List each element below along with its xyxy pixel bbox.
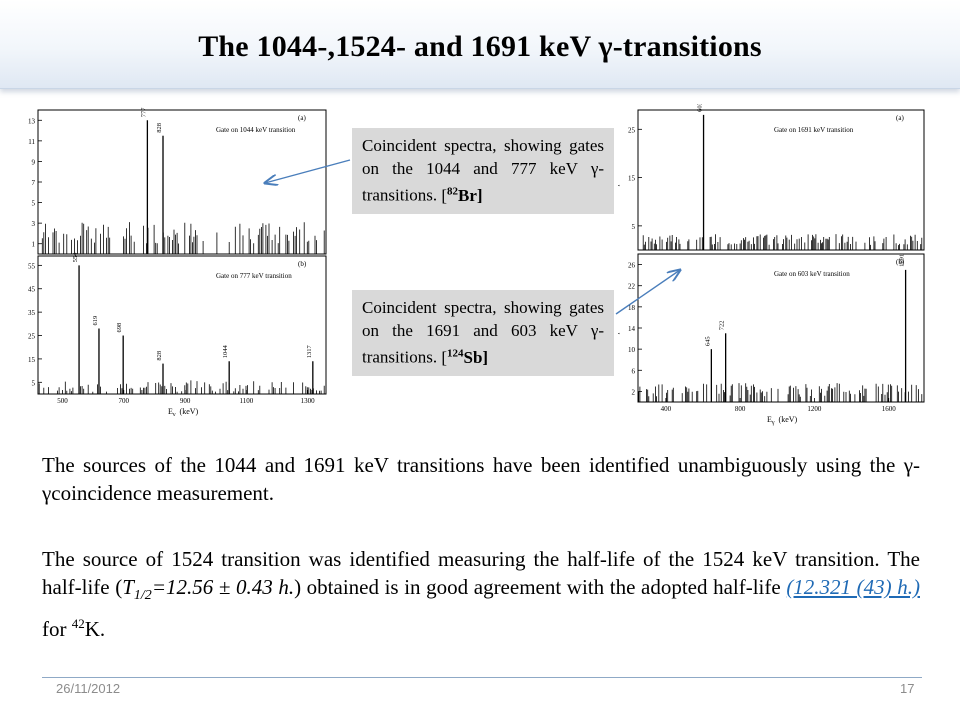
left-spectra-svg: 13 11 9 7 5 3 1 777 828 Gate on 1044 keV transiti… <box>28 107 327 416</box>
x-tick-label: 500 <box>57 397 68 405</box>
panel-letter: (b) <box>896 258 905 266</box>
y-tick-label: 1 <box>32 241 36 249</box>
slide-title: The 1044-,1524- and 1691 keV γ-transitio… <box>198 30 762 63</box>
peak-label-828: 828 <box>156 123 163 133</box>
y-tick-label: 11 <box>28 138 35 146</box>
y-tick-label: 25 <box>628 126 636 134</box>
arrow-to-left-figure <box>265 159 351 183</box>
gate-label: Gate on 603 keV transition <box>774 270 850 278</box>
peak-label-828: 828 <box>156 351 163 361</box>
left-spectra-figure: 13 11 9 7 5 3 1 777 828 Gate on 1044 keV transiti… <box>24 104 344 416</box>
peak-label-698: 698 <box>116 323 123 333</box>
y-tick-label: 2 <box>632 388 636 396</box>
y-tick-label: 5 <box>632 223 636 231</box>
x-tick-label: 1200 <box>807 405 822 413</box>
footer-divider <box>42 677 922 678</box>
gate-label: Gate on 777 keV transition <box>216 272 292 280</box>
right-panel-a: 25 15 5 603 Gate on 1691 keV transition (a) Co… <box>618 104 925 251</box>
y-tick-label: 14 <box>628 325 636 333</box>
peak-label-1044: 1044 <box>222 345 229 359</box>
spectrum-background <box>642 234 923 250</box>
peak-label-1691: 1691 <box>899 254 906 267</box>
y-tick-label: 5 <box>32 379 36 387</box>
panel-letter: (a) <box>896 114 904 122</box>
page-number: 17 <box>900 681 915 696</box>
y-tick-label: 6 <box>632 367 636 375</box>
y-tick-label: 45 <box>28 286 36 294</box>
gate-label: Gate on 1044 keV transition <box>216 126 296 134</box>
paragraph-coincidence: The sources of the 1044 and 1691 keV tra… <box>42 453 920 505</box>
y-tick-label: 7 <box>32 179 36 187</box>
callout-sb124: Coincident spectra, showing gates on the… <box>352 290 614 376</box>
y-tick-label: 10 <box>628 346 636 354</box>
callout-br82-text: Coincident spectra, showing gates on the… <box>362 136 604 205</box>
arrow-to-right-figure <box>615 270 680 315</box>
y-tick-label: 25 <box>28 333 36 341</box>
spectrum-background <box>638 383 923 402</box>
peak-label-603: 603 <box>697 104 704 112</box>
y-axis-label: Counts per Channel <box>618 300 620 356</box>
y-tick-label: 15 <box>28 356 36 364</box>
paragraph-half-life: The source of 1524 transition was identi… <box>42 547 920 642</box>
y-tick-label: 18 <box>628 304 636 312</box>
y-tick-label: 9 <box>32 158 36 166</box>
y-tick-label: 22 <box>628 283 636 291</box>
panel-frame <box>637 109 925 251</box>
right-spectra-figure: 25 15 5 603 Gate on 1691 keV transition (a) Co… <box>618 104 940 426</box>
x-tick-label: 700 <box>119 397 130 405</box>
y-tick-label: 15 <box>628 175 636 183</box>
footer-date: 26/11/2012 <box>56 681 121 696</box>
y-tick-label: 55 <box>28 262 36 270</box>
x-tick-label: 1600 <box>882 405 897 413</box>
y-tick-label: 13 <box>28 117 36 125</box>
peak-label-777: 777 <box>140 107 147 118</box>
adopted-half-life-link[interactable]: (12.321 (43) h.) <box>786 575 920 599</box>
left-panel-b: 55 45 35 25 15 5 554 619 698 828 1044 1317 Gate on 7… <box>28 252 327 416</box>
callout-sb124-text: Coincident spectra, showing gates on the… <box>362 298 604 367</box>
peak-label-645: 645 <box>704 336 711 346</box>
peak-label-554: 554 <box>72 252 79 263</box>
y-tick-label: 26 <box>628 262 636 270</box>
y-tick-label: 5 <box>32 200 36 208</box>
gate-label: Gate on 1691 keV transition <box>774 126 854 134</box>
y-axis-label: Counts per Channel <box>618 152 620 208</box>
x-tick-label: 900 <box>180 397 191 405</box>
peak-label-619: 619 <box>92 316 99 326</box>
callout-br82-ref: [82Br] <box>441 185 483 205</box>
panel-letter: (b) <box>298 260 307 268</box>
x-axis-label: Eγ (keV) <box>767 415 798 426</box>
callout-sb124-ref: [124Sb] <box>441 347 489 367</box>
right-spectra-svg: 25 15 5 603 Gate on 1691 keV transition (a) Co… <box>618 104 925 426</box>
right-panel-b: 26 22 18 14 10 6 2 645 722 1691 Gate on 603 keV tr… <box>618 253 925 426</box>
x-axis-label: Eγ (keV) <box>168 407 199 416</box>
x-tick-label: 1300 <box>301 397 316 405</box>
title-bar: The 1044-,1524- and 1691 keV γ-transitio… <box>0 0 960 89</box>
x-tick-label: 400 <box>661 405 672 413</box>
panel-letter: (a) <box>298 114 306 122</box>
left-panel-a: 13 11 9 7 5 3 1 777 828 Gate on 1044 keV transiti… <box>28 107 327 255</box>
x-tick-label: 1100 <box>239 397 253 405</box>
x-tick-label: 800 <box>735 405 746 413</box>
y-tick-label: 35 <box>28 309 36 317</box>
peak-label-722: 722 <box>719 321 726 331</box>
y-tick-label: 3 <box>32 220 36 228</box>
callout-br82: Coincident spectra, showing gates on the… <box>352 128 614 214</box>
peak-label-1317: 1317 <box>306 345 313 359</box>
